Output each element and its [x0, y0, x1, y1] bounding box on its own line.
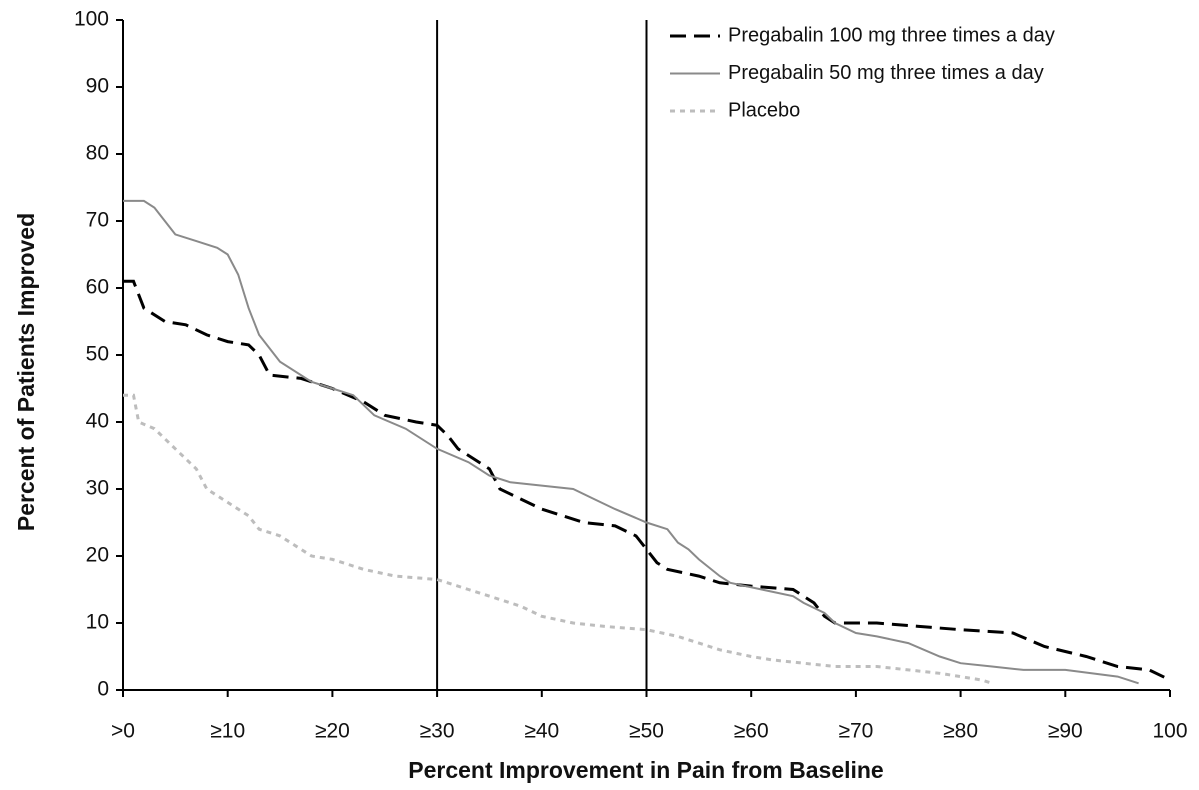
series-line — [123, 279, 1171, 682]
y-tick-label: 0 — [97, 678, 109, 701]
x-tick-label: ≥60 — [734, 720, 769, 743]
y-axis-title: Percent of Patients Improved — [13, 213, 39, 531]
y-tick-label: 40 — [86, 410, 109, 433]
x-tick-label: ≥90 — [1048, 720, 1083, 743]
y-tick-label: 90 — [86, 75, 109, 98]
legend-text: Pregabalin 100 mg three times a day — [728, 24, 1055, 46]
x-tick-label: ≥30 — [420, 720, 455, 743]
x-tick-label: ≥10 — [210, 720, 245, 743]
legend-text: Pregabalin 50 mg three times a day — [728, 62, 1044, 84]
y-tick-label: 70 — [86, 209, 109, 232]
y-tick-label: 80 — [86, 142, 109, 165]
x-tick-label: ≥20 — [315, 720, 350, 743]
y-tick-label: 60 — [86, 276, 109, 299]
y-tick-label: 30 — [86, 477, 109, 500]
y-tick-label: 50 — [86, 343, 109, 366]
x-tick-label: 100 — [1152, 720, 1187, 743]
series-line — [123, 393, 993, 685]
x-axis-title: Percent Improvement in Pain from Baselin… — [408, 757, 883, 783]
y-tick-label: 10 — [86, 611, 109, 634]
y-tick-label: 20 — [86, 544, 109, 567]
legend-text: Placebo — [728, 99, 800, 121]
y-tick-label: 100 — [74, 8, 109, 31]
series-line — [123, 199, 1139, 685]
x-tick-label: ≥50 — [629, 720, 664, 743]
x-tick-label: ≥40 — [524, 720, 559, 743]
x-tick-label: >0 — [111, 720, 135, 743]
x-tick-label: ≥80 — [943, 720, 978, 743]
x-tick-label: ≥70 — [838, 720, 873, 743]
